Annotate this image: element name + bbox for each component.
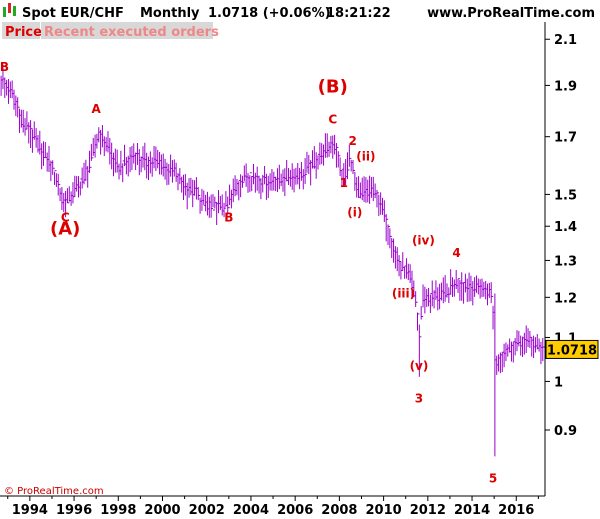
price-axis-ticks: 2.11.91.71.51.41.31.21.110.9 [545,33,577,439]
tab-price[interactable]: Price [5,25,42,40]
clock-time: 18:21:22 [326,6,391,21]
wave-label: 1 [340,176,348,190]
wave-label: B [0,60,9,74]
price-axis: 2.11.91.71.51.41.31.21.110.9 [544,22,577,496]
period-label[interactable]: Monthly [140,6,200,21]
wave-label: (iii) [392,286,415,300]
app-icon-green-bar [3,7,6,17]
wave-label: B [224,210,233,224]
wave-label: 2 [348,134,356,148]
time-axis: 1994 1996 1998 2000 2002 2004 2006 2008 2010 2012… [0,495,545,518]
year-tick-label: 2012 [410,503,446,518]
wave-annotations: BAC(A)(B)CB2(ii)1(i)(iv)4(iii)(v)35 [0,60,497,486]
year-tick-label: 2004 [233,503,269,518]
wave-label: 3 [415,392,423,406]
site-url[interactable]: www.ProRealTime.com [427,6,595,21]
year-tick-label: 2000 [144,503,180,518]
last-price-label: 1.0718 [547,343,597,358]
price-tick-label: 1.7 [554,131,577,146]
price-tick-label: 1.9 [554,79,577,94]
year-tick-label: 1994 [12,503,48,518]
wave-label: C [328,112,337,126]
wave-label: 5 [489,472,497,486]
year-tick-label: 2014 [454,503,490,518]
wave-label: (ii) [356,149,375,163]
tab-price-bg[interactable] [2,22,40,39]
price-bars [0,67,545,457]
year-tick-label: 2006 [277,503,313,518]
price-tick-label: 1 [554,375,563,390]
chart-tabs: Price Recent executed orders [2,22,219,40]
year-tick-label: 2010 [366,503,402,518]
year-tick-label: 1996 [56,503,92,518]
price-tick-label: 1.2 [554,291,577,306]
app-icon-red-bar [8,3,11,13]
wave-label: (iv) [412,234,435,248]
wave-label: (v) [410,359,429,373]
year-tick-label: 2008 [321,503,357,518]
price-tick-label: 1.3 [554,254,577,269]
last-price-marker: 1.0718 [545,339,599,359]
last-quote: 1.0718 (+0.06%) [208,6,331,21]
tab-orders-bg[interactable] [41,22,213,39]
wave-label: (B) [318,77,348,98]
last-price-box [545,339,599,359]
year-tick-label: 2002 [189,503,225,518]
price-tick-label: 2.1 [554,33,577,48]
header-bar: Spot EUR/CHF Monthly 1.0718 (+0.06%) 18:… [3,3,595,21]
instrument-title: Spot EUR/CHF [22,6,124,21]
wave-label: C [61,210,70,224]
wave-label: 4 [452,246,460,260]
year-tick-label: 2016 [498,503,534,518]
time-axis-ticks: 1994 1996 1998 2000 2002 2004 2006 2008 2010 2012… [7,496,539,518]
price-tick-label: 1.4 [554,220,577,235]
price-tick-label: 0.9 [554,424,577,439]
copyright-footer: © ProRealTime.com [4,486,104,497]
app-icon-green-bar-2 [13,6,16,16]
wave-label: (A) [50,219,80,240]
plot-area: BAC(A)(B)CB2(ii)1(i)(iv)4(iii)(v)35 [0,60,545,486]
wave-label: (i) [347,205,362,219]
tab-recent-orders[interactable]: Recent executed orders [44,25,219,40]
price-tick-label: 1.5 [554,188,577,203]
wave-label: A [92,102,102,116]
year-tick-label: 1998 [100,503,136,518]
